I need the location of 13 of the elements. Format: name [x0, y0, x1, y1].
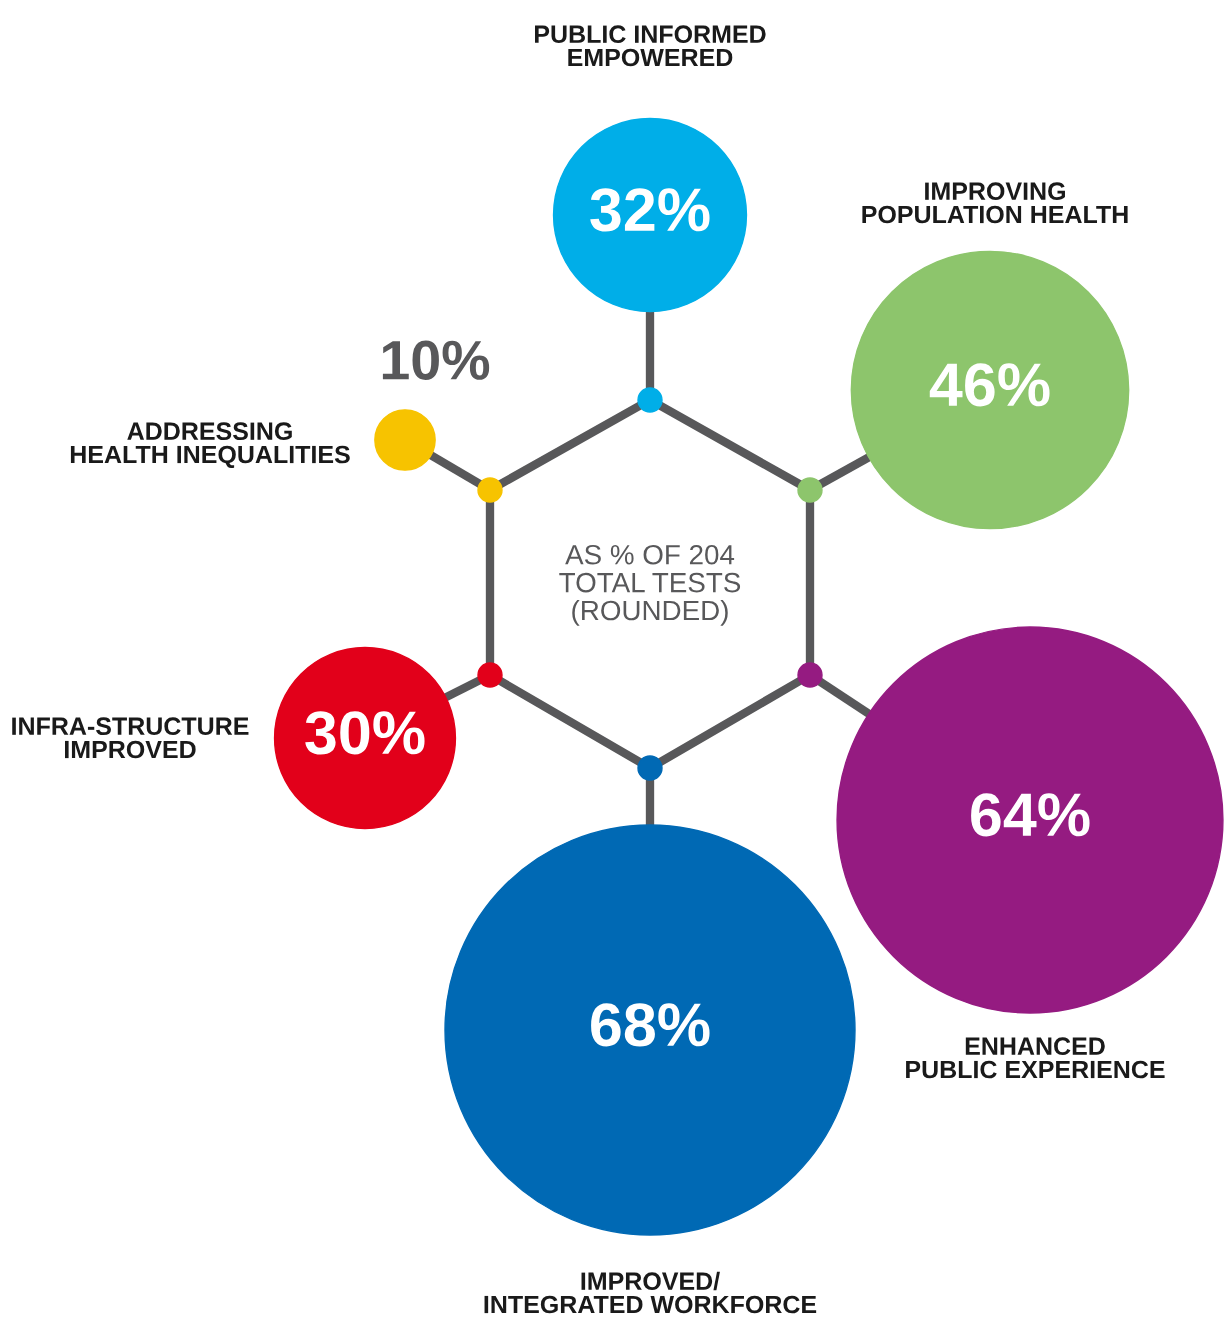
category-label: PUBLIC INFORMED EMPOWERED — [535, 25, 766, 67]
category-label: ENHANCED PUBLIC EXPERIENCE — [906, 1037, 1165, 1079]
data-label: 32% — [590, 188, 710, 232]
data-label: 30% — [305, 711, 425, 755]
data-label: 64% — [971, 793, 1090, 837]
category-label: ADDRESSING HEALTH INEQUALITIES — [70, 422, 350, 469]
text: AS % OF 204 TOTAL TESTS (ROUNDED) — [559, 544, 741, 626]
category-label: IMPROVED/ INTEGRATED WORKFORCE — [484, 1271, 817, 1314]
category-label: INFRA-STRUCTURE IMPROVED — [12, 717, 249, 759]
data-label: 10% — [382, 340, 490, 380]
category-label: IMPROVING POPULATION HEALTH — [862, 182, 1128, 224]
data-label: 46% — [929, 363, 1050, 407]
data-label: 68% — [591, 1003, 710, 1047]
